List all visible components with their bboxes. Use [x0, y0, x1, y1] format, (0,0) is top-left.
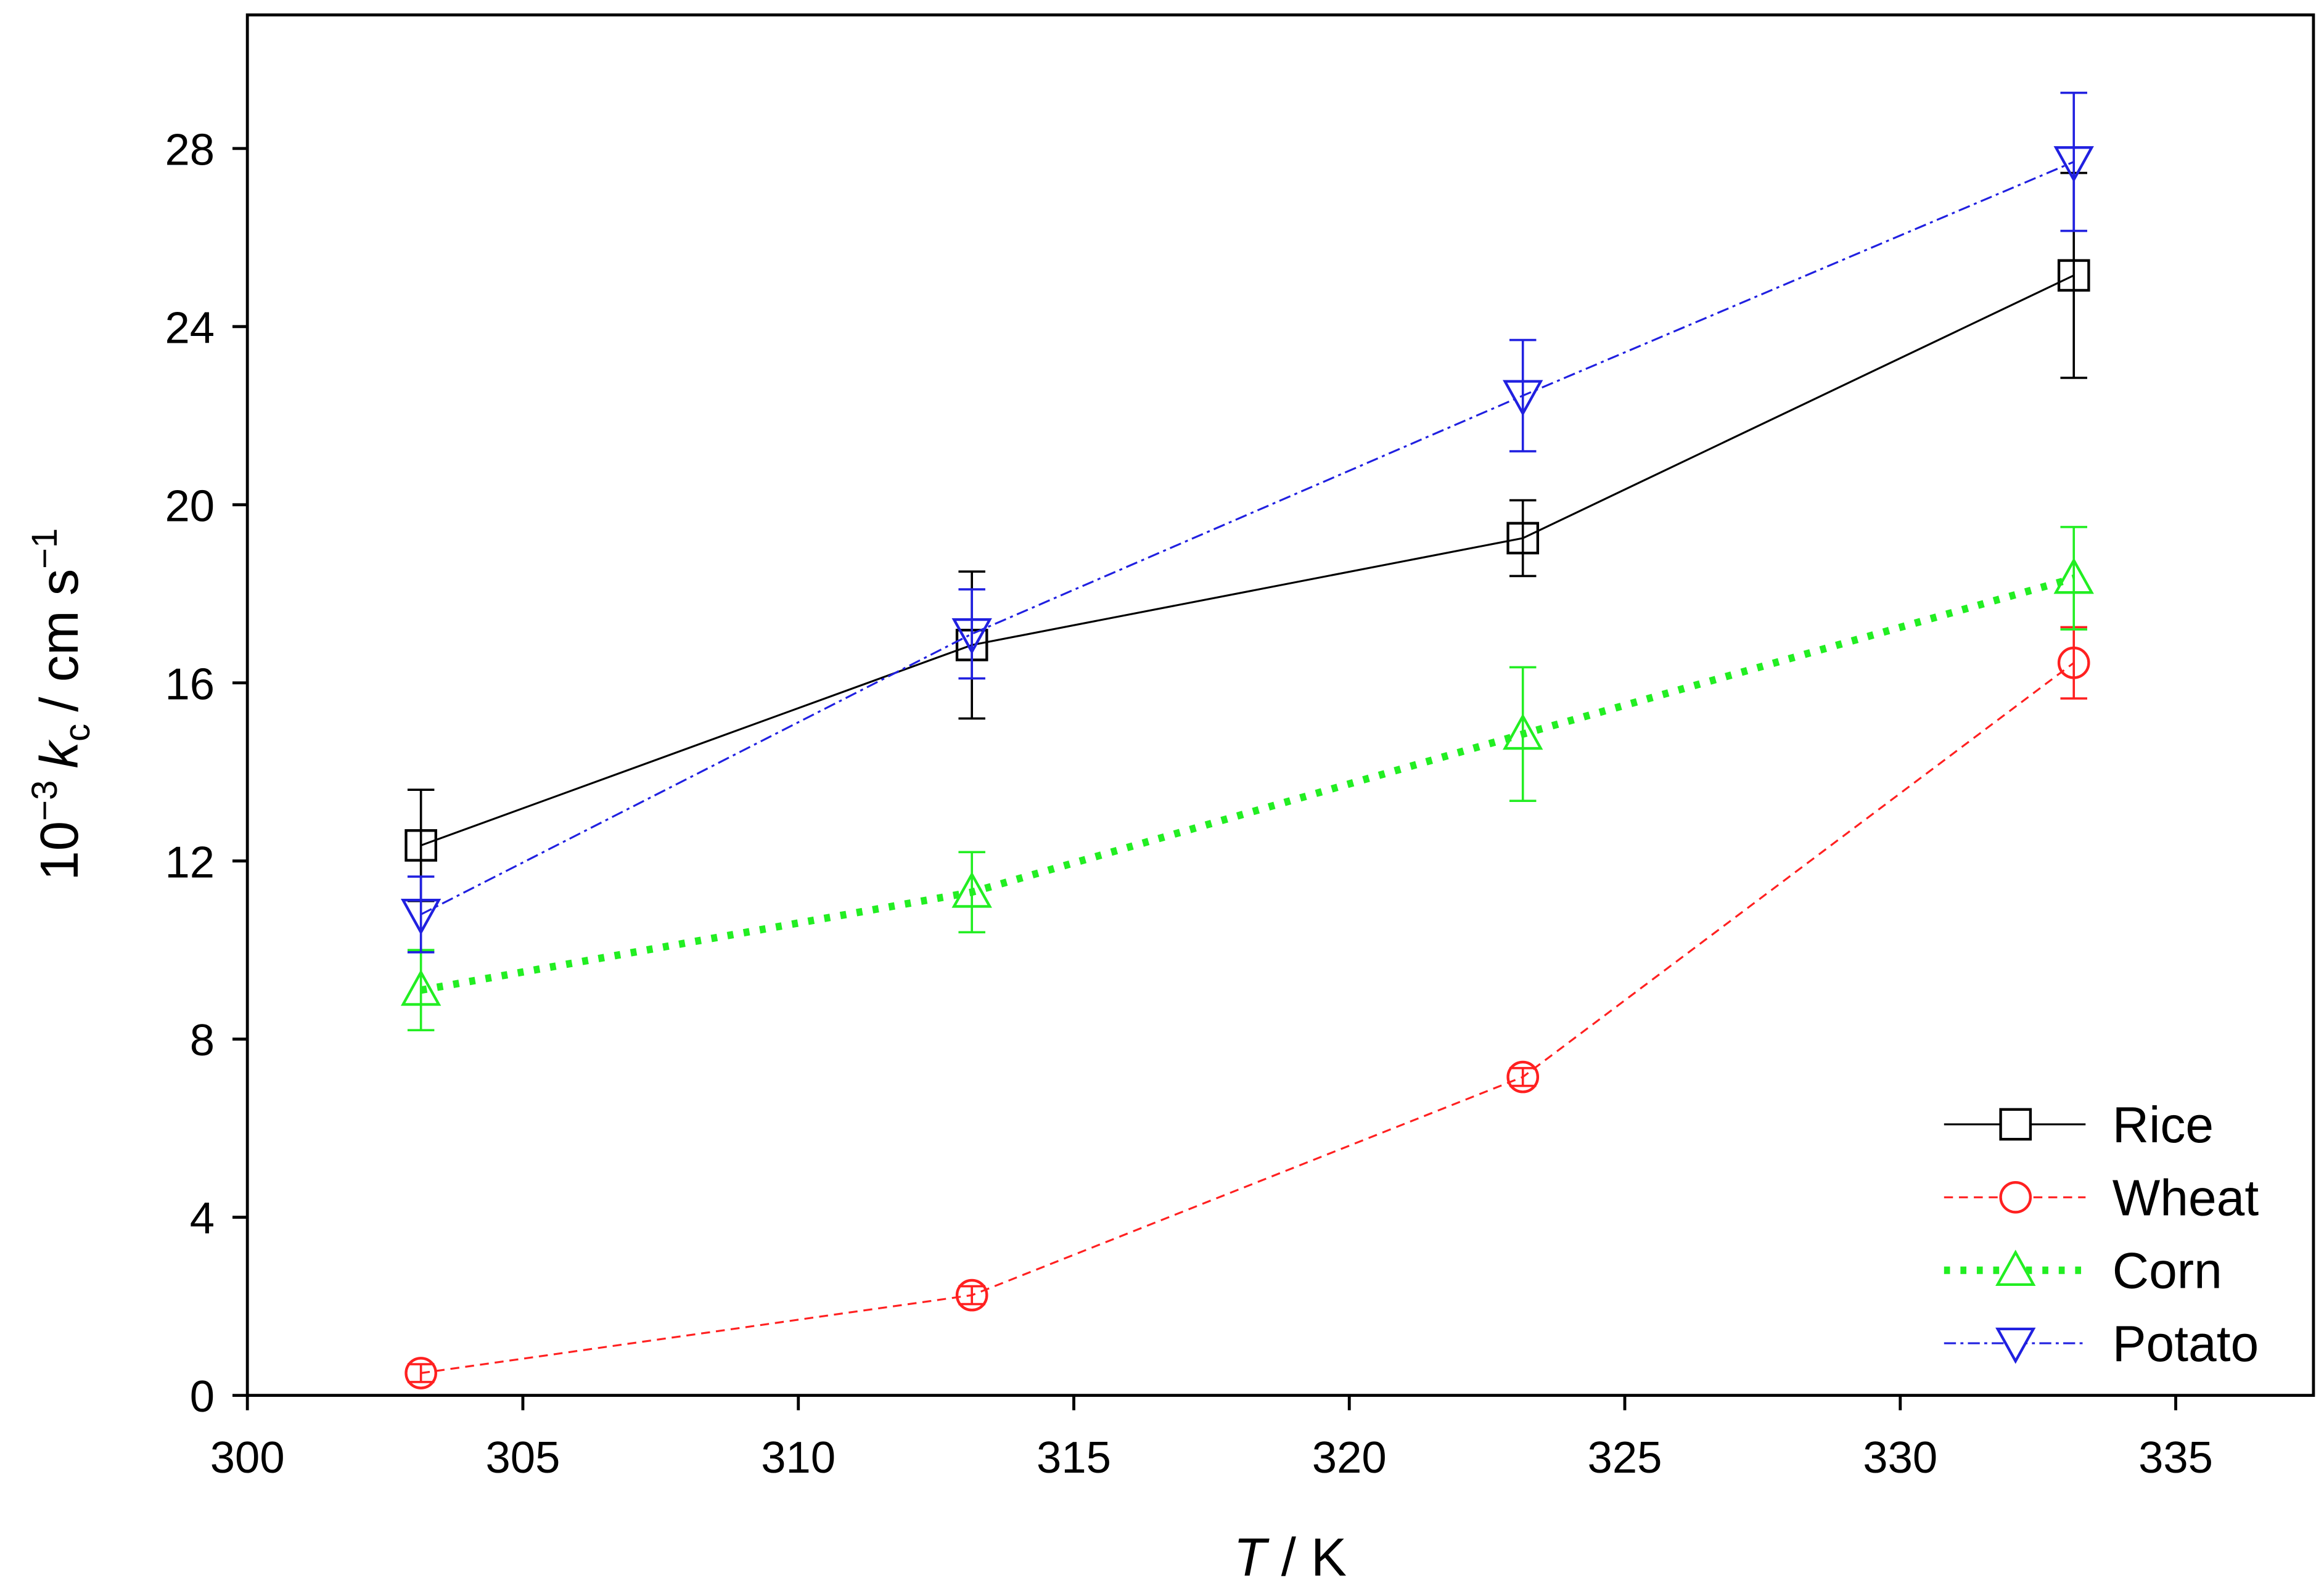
marker: [951, 618, 992, 655]
series-line: [421, 661, 2075, 1375]
x-tick-label: 315: [1037, 1433, 1111, 1483]
marker: [2057, 259, 2090, 292]
error-bar: [2060, 91, 2087, 232]
y-tick-label: 24: [165, 303, 215, 353]
x-label-unit: / K: [1281, 1528, 1347, 1583]
marker: [951, 871, 992, 908]
x-axis-label: T / K: [1233, 1528, 1347, 1583]
y-label-base: 10: [30, 821, 89, 881]
error-bar: [407, 1363, 435, 1383]
marker: [2053, 146, 2094, 183]
x-tick-label: 335: [2138, 1433, 2213, 1483]
plot-frame: [245, 13, 2315, 1397]
marker: [955, 1278, 988, 1312]
y-tick-label: 8: [190, 1015, 215, 1065]
marker: [1503, 713, 1543, 750]
marker: [1999, 1180, 2032, 1214]
y-label-sub: c: [58, 724, 97, 742]
error-bar: [1509, 338, 1537, 452]
marker: [2057, 646, 2090, 679]
error-bar: [1509, 499, 1537, 578]
error-bar: [1509, 666, 1537, 803]
y-tick-label: 16: [165, 659, 215, 709]
legend-label: Rice: [2113, 1097, 2214, 1153]
error-bar: [958, 851, 985, 934]
marker: [400, 899, 441, 935]
y-tick-label: 20: [165, 481, 215, 531]
error-bar: [958, 588, 985, 680]
error-bar: [407, 875, 435, 954]
marker: [1995, 1327, 2036, 1364]
y-label-unit-exp: −1: [25, 528, 65, 569]
error-bar: [2060, 526, 2087, 631]
x-tick-label: 300: [210, 1433, 285, 1483]
x-tick-label: 305: [485, 1433, 560, 1483]
y-label-symbol: k: [30, 738, 89, 768]
marker: [404, 1357, 437, 1389]
x-tick-label: 330: [1863, 1433, 1937, 1483]
y-label-exp: −3: [25, 780, 65, 821]
legend-label: Potato: [2113, 1316, 2259, 1372]
error-bar: [958, 1285, 985, 1306]
marker: [1506, 522, 1540, 555]
y-tick-label: 4: [190, 1193, 215, 1243]
series-line: [420, 575, 2075, 994]
series-line: [420, 161, 2074, 915]
marker: [1995, 1250, 2036, 1286]
marker: [1503, 380, 1543, 417]
marker: [2053, 557, 2094, 594]
y-tick-label: 28: [165, 125, 215, 174]
series-line: [421, 274, 2074, 846]
y-axis-label: 10−3 kc / cm s−1: [25, 528, 97, 881]
y-tick-label: 0: [190, 1372, 215, 1421]
y-label-unit: / cm s: [30, 569, 89, 712]
legend-label: Corn: [2113, 1243, 2222, 1299]
marker: [1506, 1060, 1540, 1094]
marker: [400, 969, 441, 1006]
marker: [1999, 1108, 2032, 1141]
y-tick-label: 12: [165, 837, 215, 887]
x-label-symbol: T: [1233, 1528, 1270, 1583]
legend-label: Wheat: [2113, 1170, 2259, 1226]
marker: [404, 829, 437, 862]
x-tick-label: 320: [1312, 1433, 1387, 1483]
x-tick-label: 325: [1588, 1433, 1662, 1483]
x-tick-label: 310: [761, 1433, 836, 1483]
error-bar: [1509, 1066, 1537, 1087]
